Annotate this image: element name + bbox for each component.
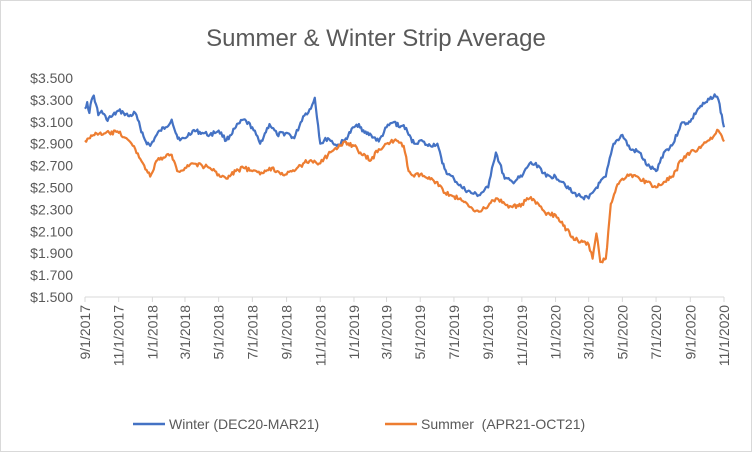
x-tick-label: 9/1/2017 — [77, 305, 93, 360]
x-tick-label: 9/1/2018 — [279, 305, 295, 360]
series-line-summer — [84, 128, 725, 264]
y-tick-label: $2.100 — [30, 223, 73, 239]
chart-title: Summer & Winter Strip Average — [206, 25, 546, 52]
x-tick-label: 11/1/2018 — [312, 305, 328, 366]
y-tick-label: $3.100 — [30, 114, 73, 130]
y-tick-label: $2.700 — [30, 158, 73, 174]
y-tick-label: $3.300 — [30, 92, 73, 108]
legend-label: Summer (APR21-OCT21) — [421, 416, 585, 432]
x-tick-label: 11/1/2019 — [514, 305, 530, 366]
x-tick-label: 3/1/2019 — [379, 305, 395, 360]
y-tick-label: $1.700 — [30, 267, 73, 283]
x-tick-label: 3/1/2018 — [177, 305, 193, 360]
x-tick-label: 1/1/2018 — [144, 305, 160, 360]
y-tick-label: $1.900 — [30, 245, 73, 261]
x-tick-label: 7/1/2018 — [244, 305, 260, 360]
legend: Winter (DEC20-MAR21) Summer (APR21-OCT21) — [133, 416, 585, 432]
x-tick-label: 1/1/2020 — [548, 305, 564, 360]
y-tick-label: $1.500 — [30, 289, 73, 305]
legend-label: Winter (DEC20-MAR21) — [169, 416, 319, 432]
y-tick-label: $2.500 — [30, 180, 73, 196]
y-tick-label: $3.500 — [30, 70, 73, 86]
x-tick-label: 5/1/2020 — [614, 305, 630, 360]
x-tick-label: 11/1/2017 — [111, 305, 127, 366]
y-tick-label: $2.900 — [30, 136, 73, 152]
x-tick-label: 7/1/2020 — [648, 305, 664, 360]
y-tick-label: $2.300 — [30, 201, 73, 217]
x-tick-label: 5/1/2019 — [412, 305, 428, 360]
x-tick-label: 9/1/2020 — [682, 305, 698, 360]
x-tick-label: 3/1/2020 — [581, 305, 597, 360]
x-tick-label: 11/1/2020 — [716, 305, 732, 366]
plot-area: $3.500 $3.300 $3.100 $2.900 $2.700 $2.500 $2.3… — [30, 70, 732, 366]
x-tick-label: 5/1/2018 — [211, 305, 227, 360]
x-tick-label: 9/1/2019 — [480, 305, 496, 360]
x-tick-label: 7/1/2019 — [446, 305, 462, 360]
x-tick-label: 1/1/2019 — [346, 305, 362, 360]
series-line-winter — [84, 93, 726, 201]
